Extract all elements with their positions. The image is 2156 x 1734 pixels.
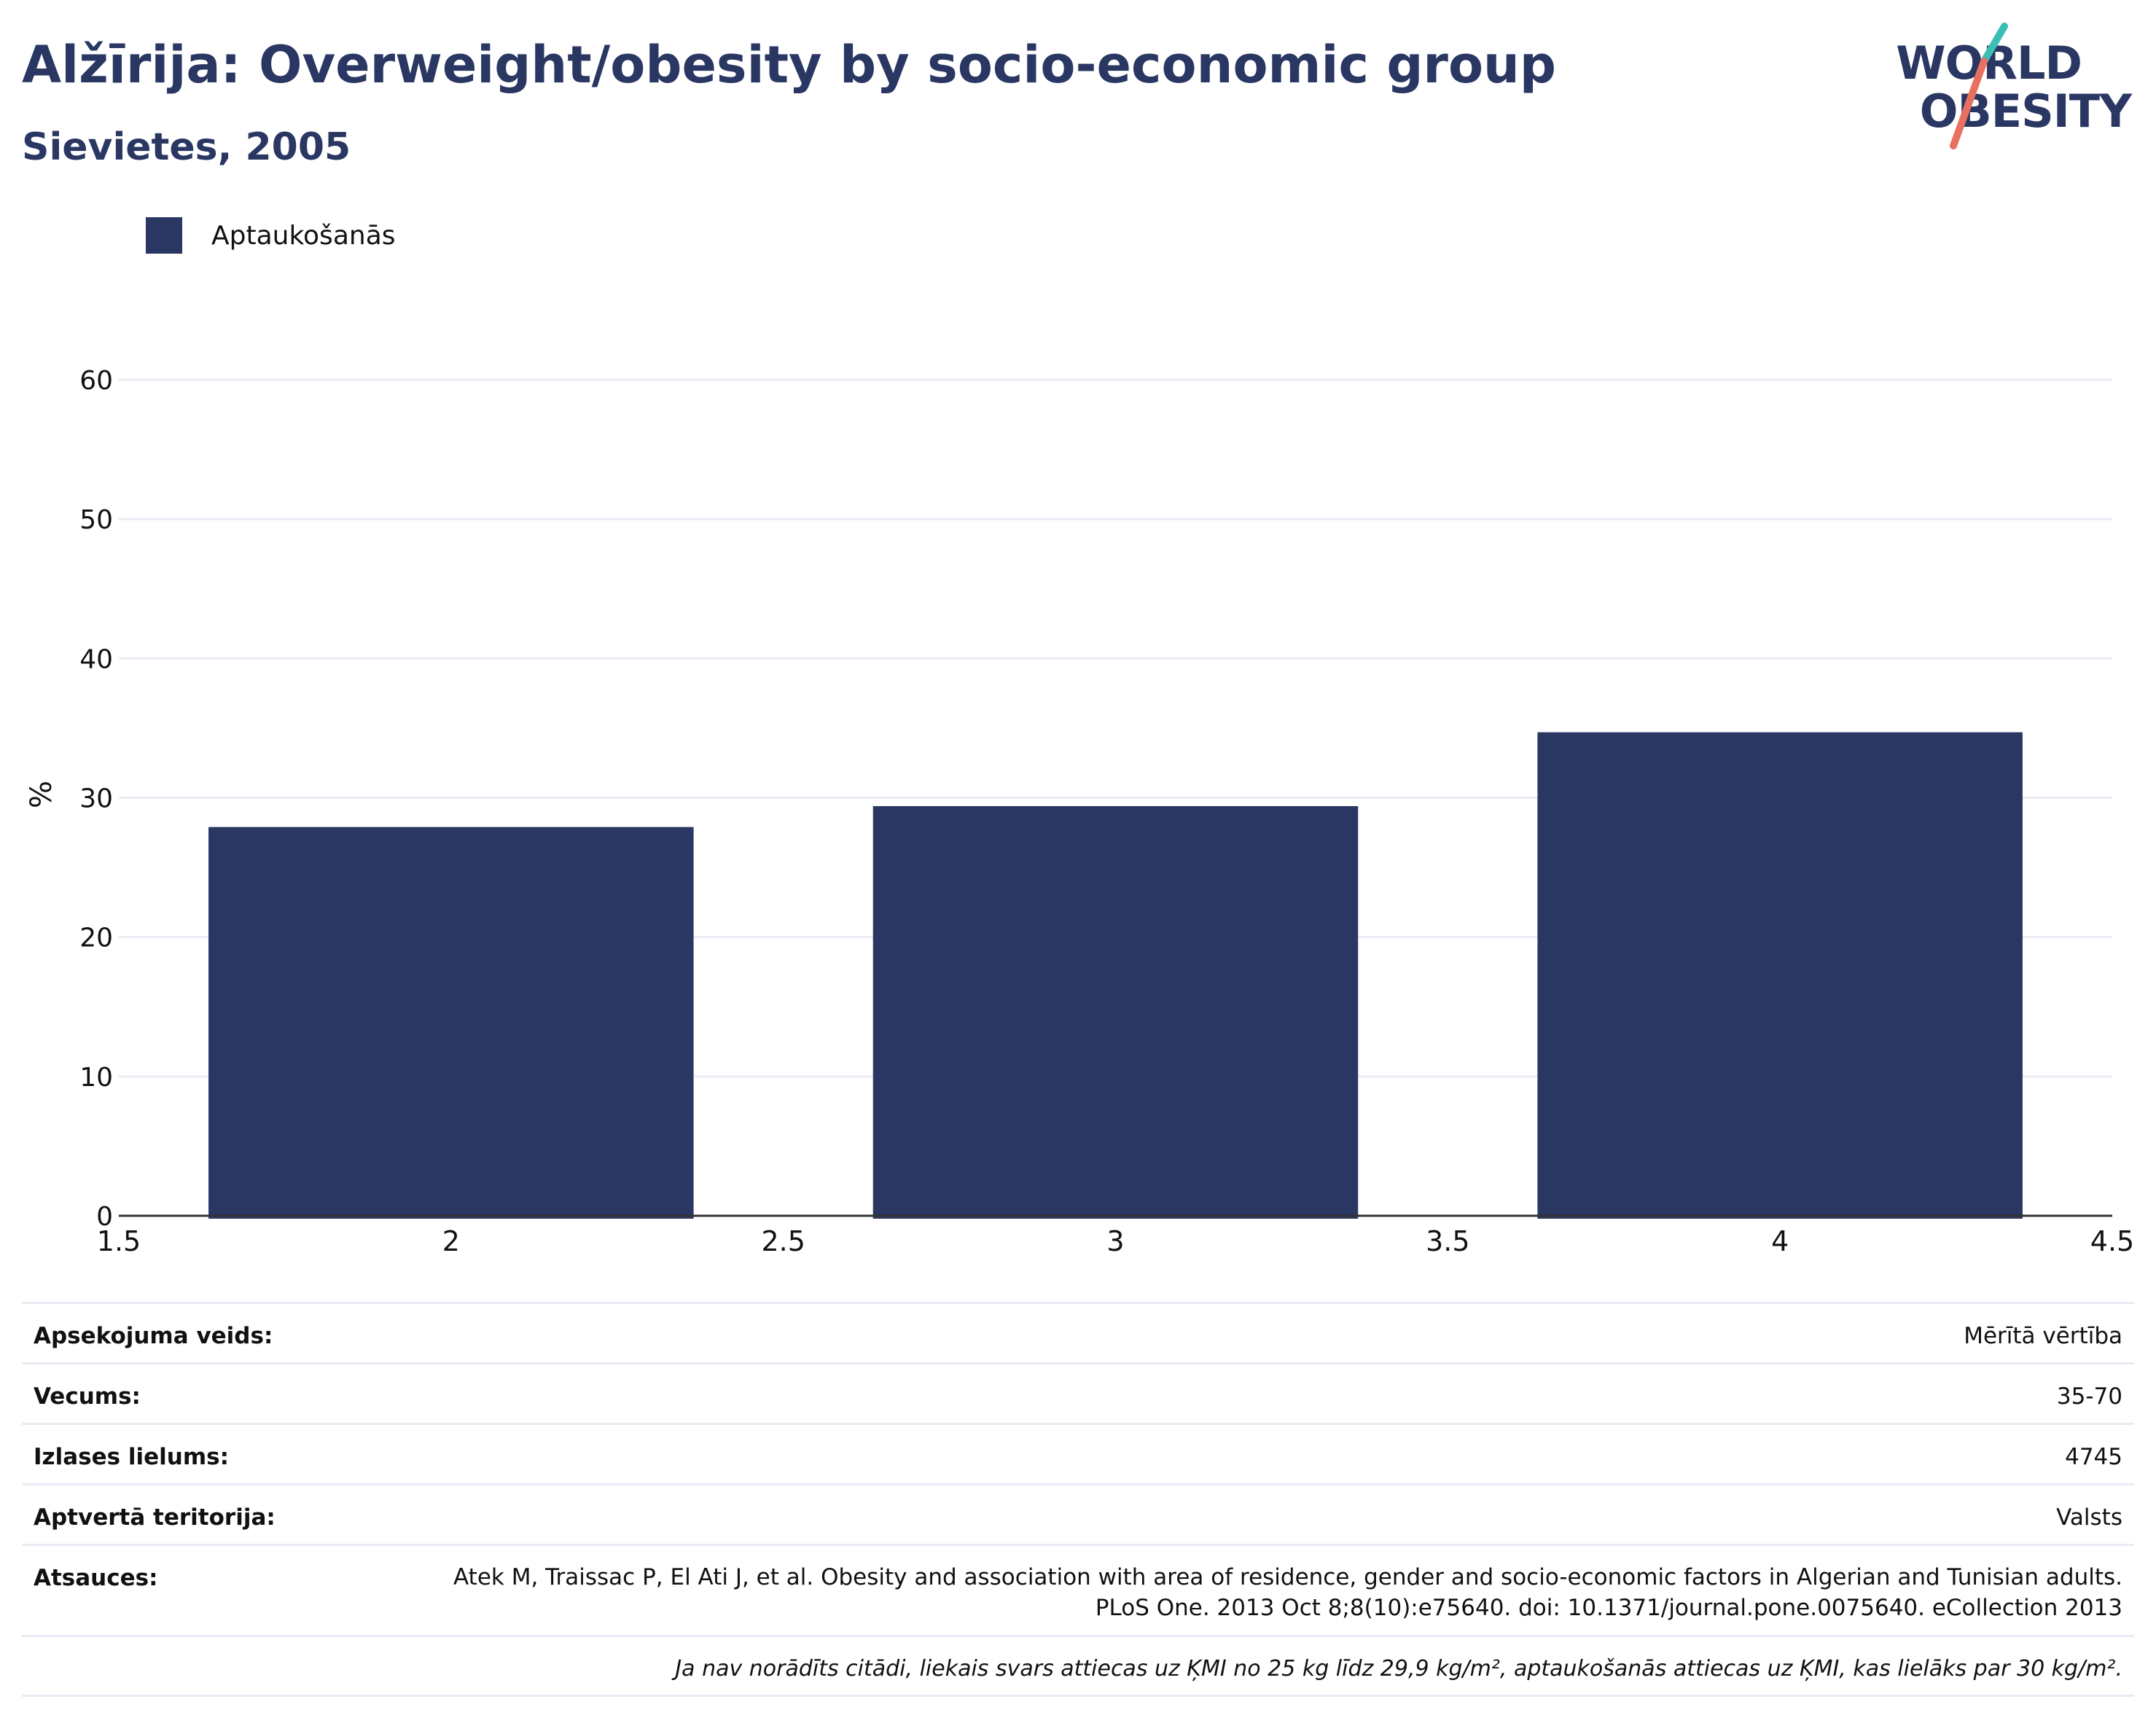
chart-legend[interactable]: Aptaukošanās xyxy=(146,217,396,254)
info-row-references: Atsauces: Atek M, Traissac P, El Ati J, … xyxy=(22,1544,2134,1635)
x-tick-label: 3.5 xyxy=(1426,1225,1469,1257)
info-key: Atsauces: xyxy=(34,1565,158,1591)
logo-slash-icon xyxy=(1950,23,2008,149)
info-key: Aptvertā teritorija: xyxy=(34,1504,276,1531)
table-bottom-divider xyxy=(22,1695,2134,1697)
x-tick-label: 4 xyxy=(1771,1225,1789,1257)
info-row-age: Vecums: 35-70 xyxy=(22,1362,2134,1423)
bar xyxy=(208,827,694,1219)
info-value[interactable]: Atek M, Traissac P, El Ati J, et al. Obe… xyxy=(453,1564,2122,1621)
chart-axes: 0 10 20 30 40 50 60 1.5 2 2.5 3 3.5 4 4.5% xyxy=(25,366,2134,1257)
legend-label: Aptaukošanās xyxy=(211,220,396,251)
info-value: Valsts xyxy=(2056,1504,2122,1531)
x-tick-label: 4.5 xyxy=(2090,1225,2134,1257)
world-obesity-logo[interactable]: WORLD OBESITY xyxy=(1896,22,2136,153)
info-row-sample-size: Izlases lielums: 4745 xyxy=(22,1423,2134,1483)
metadata-table: Apsekojuma veids: Mērītā vērtība Vecums:… xyxy=(22,1302,2134,1697)
footnote-text: Ja nav norādīts citādi, liekais svars at… xyxy=(675,1656,2122,1682)
info-value: 35-70 xyxy=(2056,1383,2122,1410)
x-tick-label: 1.5 xyxy=(97,1225,141,1257)
y-tick-label: 30 xyxy=(79,784,113,814)
chart-bars xyxy=(208,732,2023,1219)
bar xyxy=(1537,732,2023,1219)
info-value: Mērītā vērtība xyxy=(1964,1323,2122,1349)
info-row-survey-type: Apsekojuma veids: Mērītā vērtība xyxy=(22,1302,2134,1362)
info-key: Vecums: xyxy=(34,1383,141,1410)
x-tick-label: 3 xyxy=(1106,1225,1124,1257)
bar xyxy=(872,805,1359,1219)
info-row-footnote: Ja nav norādīts citādi, liekais svars at… xyxy=(22,1635,2134,1695)
y-tick-label: 0 xyxy=(96,1202,113,1232)
y-axis-label: % xyxy=(25,781,58,808)
legend-swatch xyxy=(146,217,182,254)
logo-text-obesity: OBESITY xyxy=(1919,85,2132,138)
page-subtitle: Sievietes, 2005 xyxy=(22,125,351,169)
y-tick-label: 20 xyxy=(79,923,113,953)
info-value: 4745 xyxy=(2065,1444,2122,1470)
y-tick-label: 50 xyxy=(79,505,113,535)
info-key: Izlases lielums: xyxy=(34,1444,229,1470)
x-tick-label: 2.5 xyxy=(761,1225,805,1257)
x-tick-label: 2 xyxy=(442,1225,460,1257)
info-key: Apsekojuma veids: xyxy=(34,1323,273,1349)
info-row-coverage: Aptvertā teritorija: Valsts xyxy=(22,1483,2134,1544)
y-tick-label: 60 xyxy=(79,366,113,396)
y-tick-label: 40 xyxy=(79,644,113,674)
y-tick-label: 10 xyxy=(79,1063,113,1093)
page-title: Alžīrija: Overweight/obesity by socio-ec… xyxy=(22,35,1556,95)
bar-chart: 0 10 20 30 40 50 60 1.5 2 2.5 3 3.5 4 4.5% xyxy=(25,366,2134,1257)
